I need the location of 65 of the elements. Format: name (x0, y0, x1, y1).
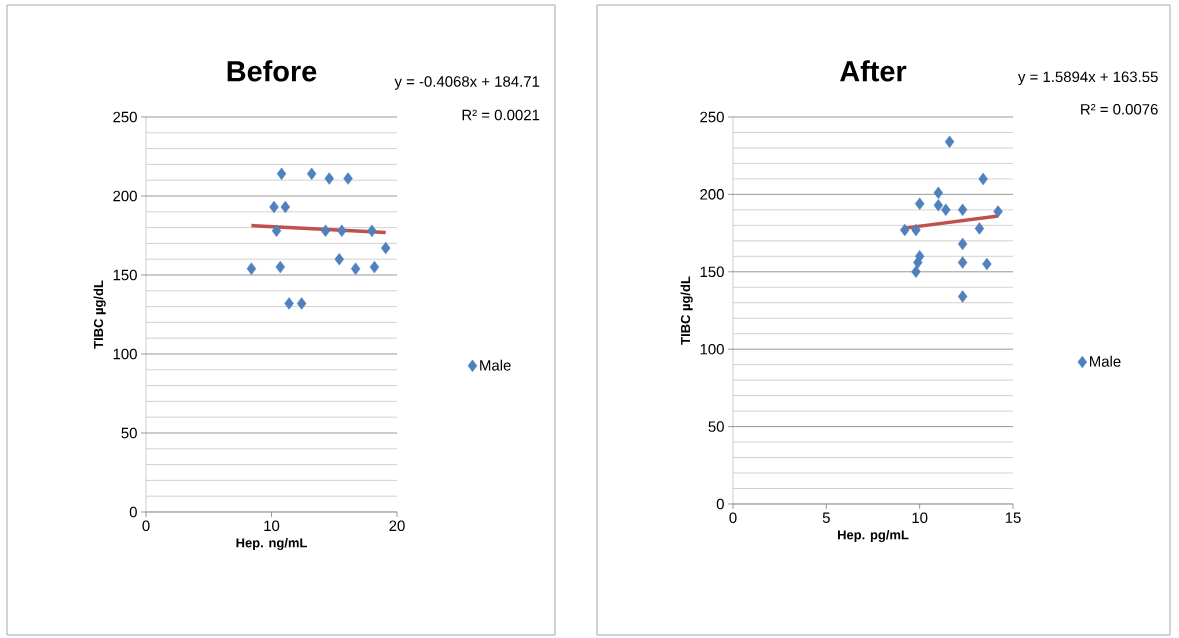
y-tick-label: 150 (113, 269, 137, 281)
point (911, 223, 921, 237)
point (306, 167, 317, 181)
y-tick-label: 50 (708, 421, 724, 432)
point (957, 237, 968, 251)
y-axis-title: TIBC µg/dL (93, 280, 106, 349)
point (296, 297, 307, 310)
point (320, 224, 331, 237)
point (913, 256, 923, 269)
point (246, 262, 257, 275)
y-axis-title: TIBC µg/dL (680, 276, 693, 345)
y-tick-label: 250 (700, 111, 724, 123)
text: R² = 0.0076 (1081, 104, 1158, 115)
point (982, 257, 992, 271)
text: y = -0.4068x + 184.71 (394, 76, 540, 90)
point (933, 199, 944, 212)
point (337, 224, 347, 237)
y-tick-label: 50 (121, 427, 137, 439)
chart-title: Before (227, 60, 317, 82)
point (978, 172, 988, 186)
y-tick-label: 200 (700, 189, 724, 200)
point (275, 260, 285, 274)
x-tick-label: 20 (389, 520, 405, 532)
x-tick-label: 10 (264, 520, 280, 532)
point (933, 186, 944, 200)
point (280, 200, 291, 214)
point (369, 260, 380, 274)
point (974, 222, 985, 235)
legend-label: Male (1090, 355, 1121, 367)
point (914, 197, 925, 210)
point (957, 203, 968, 217)
point (271, 224, 282, 237)
point (993, 205, 1003, 218)
y-tick-label: 100 (700, 343, 724, 355)
y-tick-label: 200 (113, 190, 137, 202)
legend-label: Male (480, 359, 511, 371)
point (269, 200, 279, 214)
point (944, 135, 955, 148)
point (941, 203, 951, 217)
y-tick-label: 100 (113, 348, 137, 360)
point (367, 224, 377, 237)
point (350, 262, 361, 275)
text: y = 1.5894x + 163.55 (1018, 71, 1158, 86)
x-tick-label: 15 (1005, 512, 1021, 523)
text: R² = 0.0021 (462, 109, 540, 121)
y-tick-label: 150 (700, 266, 724, 278)
point (957, 290, 968, 303)
point (957, 256, 968, 269)
x-axis-title: Hep. ng/mL (236, 537, 307, 551)
x-tick-label: 10 (912, 512, 928, 524)
y-tick-label: 0 (716, 498, 724, 510)
y-tick-label: 250 (113, 111, 137, 123)
x-tick-label: 0 (729, 512, 737, 524)
point (324, 172, 334, 185)
x-axis-title: Hep. pg/mL (838, 529, 909, 543)
x-tick-label: 0 (142, 520, 150, 532)
point (276, 167, 287, 181)
point (900, 223, 910, 237)
point (334, 252, 344, 266)
point (381, 241, 391, 255)
point (284, 297, 294, 310)
x-tick-label: 5 (822, 512, 830, 523)
chart-title: After (840, 60, 907, 82)
point (343, 172, 353, 185)
point (911, 265, 921, 278)
